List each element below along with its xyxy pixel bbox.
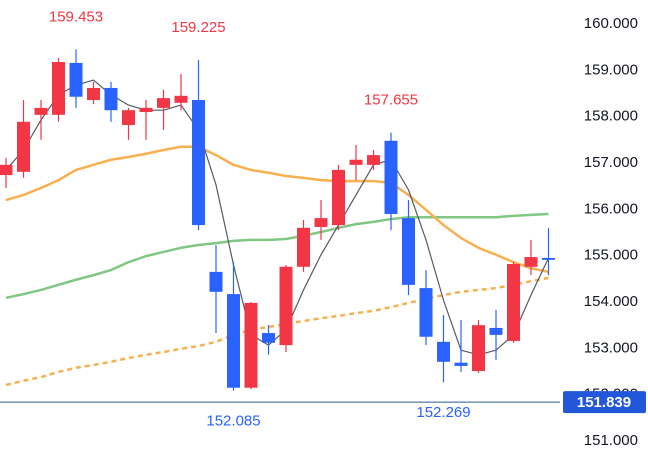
candle-body (402, 218, 415, 285)
candle-body (332, 169, 345, 226)
low-label: 152.085 (206, 413, 260, 430)
candle-body (472, 325, 485, 372)
candle-body (192, 99, 205, 226)
moving-average-line (5, 79, 550, 356)
candle-body (227, 294, 240, 388)
candle-body (0, 164, 13, 176)
candle-body (69, 62, 83, 97)
high-label: 159.225 (171, 19, 225, 36)
candle-body (87, 87, 100, 100)
candle-body (489, 327, 503, 335)
candle-body (34, 107, 48, 115)
candle-body (314, 218, 328, 227)
candle-body (279, 266, 293, 346)
candle-body (542, 257, 555, 260)
candle-body (454, 362, 468, 366)
candle-body (419, 288, 433, 337)
candle-body (507, 264, 520, 341)
high-label: 157.655 (364, 92, 418, 109)
y-tick-label: 160.000 (584, 15, 638, 32)
y-tick-label: 158.000 (584, 108, 638, 125)
candle-body (262, 333, 275, 343)
y-tick-label: 157.000 (584, 154, 638, 171)
y-tick-label: 151.000 (584, 432, 638, 449)
last-price-label: 151.839 (577, 394, 631, 411)
last-price-box (563, 391, 646, 414)
moving-average-line (5, 276, 549, 387)
candle-body (524, 257, 538, 267)
candle-body (209, 271, 223, 292)
candle-body (244, 302, 258, 388)
candle-body (157, 98, 170, 108)
y-tick-label: 155.000 (584, 247, 638, 264)
candle-body (349, 159, 363, 165)
low-label: 152.269 (416, 404, 470, 421)
high-label: 159.453 (49, 8, 103, 25)
plot-area: 159.453 159.225 157.655 152.085 152.269 (0, 8, 560, 430)
candle-body (104, 87, 118, 111)
candle-body (297, 227, 310, 267)
candle-body (174, 95, 188, 103)
candle-body (17, 121, 30, 172)
moving-average-line (5, 145, 549, 274)
candle-body (437, 341, 450, 362)
candle-body (367, 155, 380, 165)
y-tick-label: 156.000 (584, 200, 638, 217)
candle-body (52, 61, 65, 115)
y-axis: 151.000152.000153.000154.000155.000156.0… (563, 15, 646, 449)
candle-body (122, 110, 135, 126)
y-tick-label: 153.000 (584, 339, 638, 356)
y-tick-label: 159.000 (584, 61, 638, 78)
candle-body (139, 107, 153, 113)
moving-average-line (5, 212, 549, 300)
y-tick-label: 154.000 (584, 293, 638, 310)
candle-body (384, 140, 398, 214)
